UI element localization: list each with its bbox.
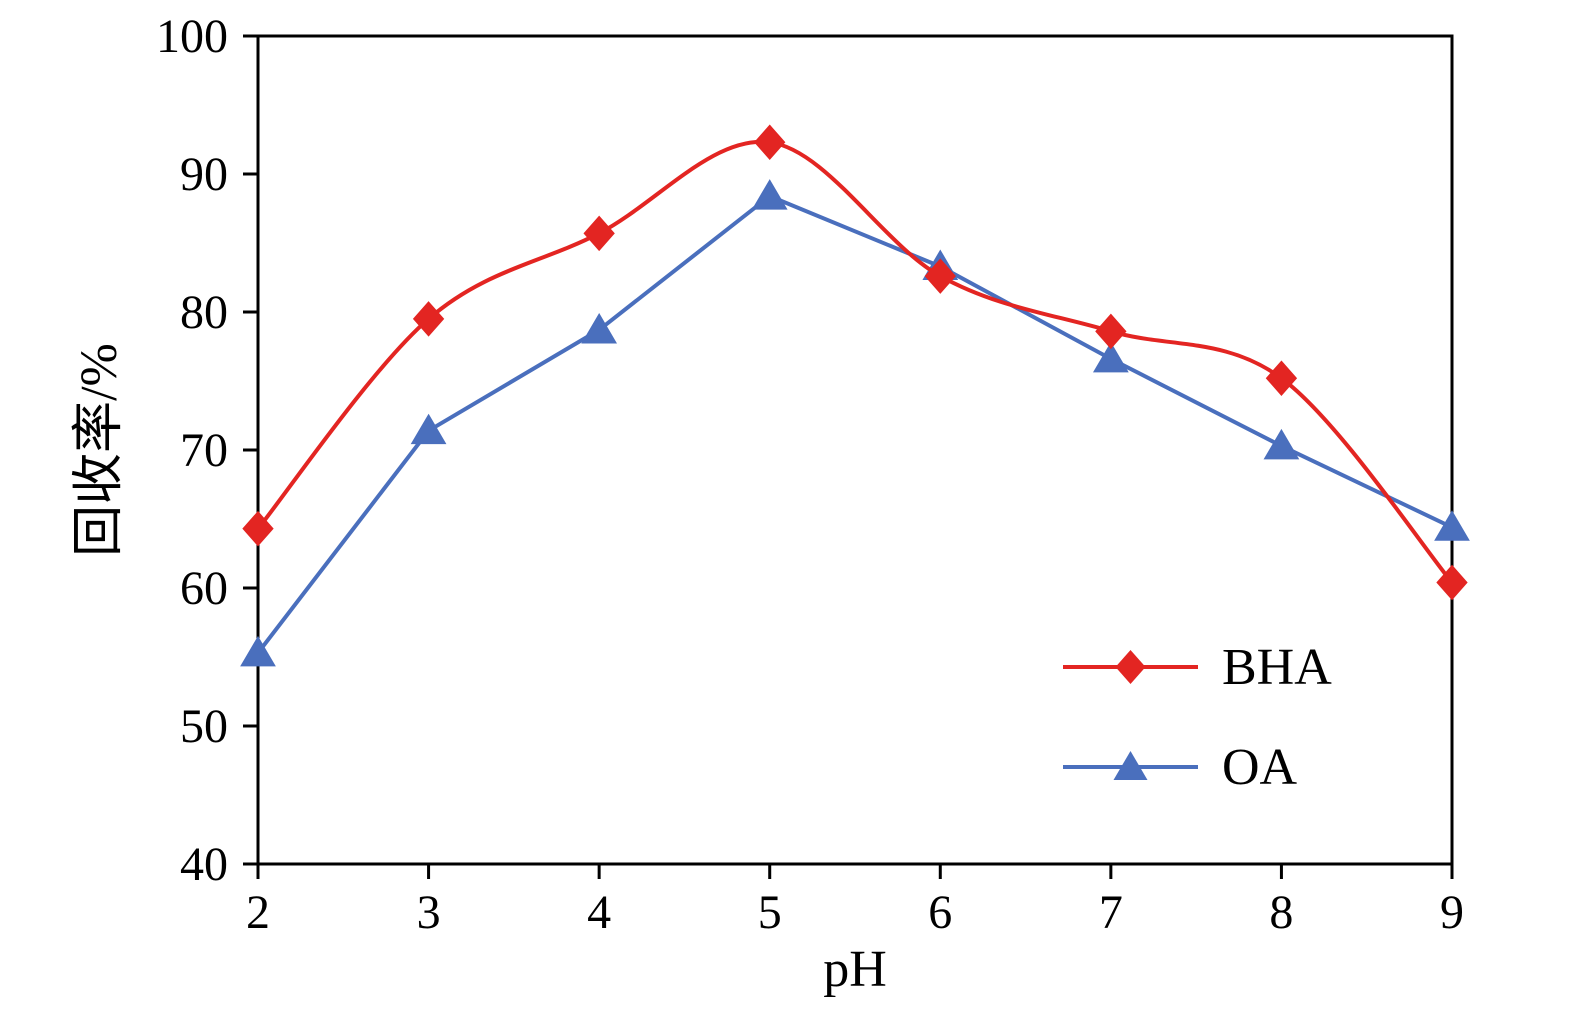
x-tick-label: 9 (1440, 886, 1464, 939)
series-bha-marker (1095, 313, 1127, 350)
series-bha-marker (242, 510, 274, 547)
x-tick-label: 3 (417, 886, 441, 939)
legend-marker-bha (1115, 650, 1146, 684)
series-bha-marker (412, 301, 445, 337)
series-oa-marker (1092, 341, 1129, 373)
series-bha-marker (583, 215, 615, 252)
series-oa-marker (240, 635, 276, 667)
legend-marker-oa (1113, 751, 1148, 780)
x-tick-label: 2 (246, 886, 270, 939)
series-bha-line (256, 139, 1454, 585)
series-oa-line (256, 194, 1454, 655)
x-tick-label: 6 (928, 886, 952, 939)
series-bha-marker (1265, 360, 1298, 396)
series-bha-marker (754, 124, 786, 161)
series-oa-marker (751, 179, 788, 210)
y-tick-label: 50 (180, 700, 228, 753)
series-bha-marker (1436, 564, 1468, 601)
series-oa-marker (410, 413, 447, 445)
y-tick-label: 80 (180, 286, 228, 339)
x-axis-title: pH (823, 941, 887, 998)
legend-label-oa: OA (1222, 739, 1298, 796)
series-oa-marker (581, 312, 618, 344)
y-tick-label: 70 (180, 424, 228, 477)
x-tick-label: 5 (758, 886, 782, 939)
y-tick-label: 40 (180, 838, 228, 891)
y-axis-title: 回收率/% (71, 343, 128, 557)
series-oa-marker (1263, 428, 1300, 460)
series-oa (240, 179, 1470, 667)
series-bha (242, 124, 1468, 601)
legend-item-oa: OA (1063, 739, 1298, 796)
series-oa-marker (1434, 510, 1470, 541)
y-tick-label: 60 (180, 562, 228, 615)
legend-label-bha: BHA (1222, 639, 1332, 696)
y-tick-label: 100 (156, 10, 228, 63)
legend-item-bha: BHA (1063, 639, 1332, 696)
x-tick-label: 7 (1099, 886, 1123, 939)
y-tick-label: 90 (180, 148, 228, 201)
x-tick-label: 8 (1269, 886, 1293, 939)
x-tick-label: 4 (587, 886, 611, 939)
series-bha-marker (924, 258, 956, 294)
